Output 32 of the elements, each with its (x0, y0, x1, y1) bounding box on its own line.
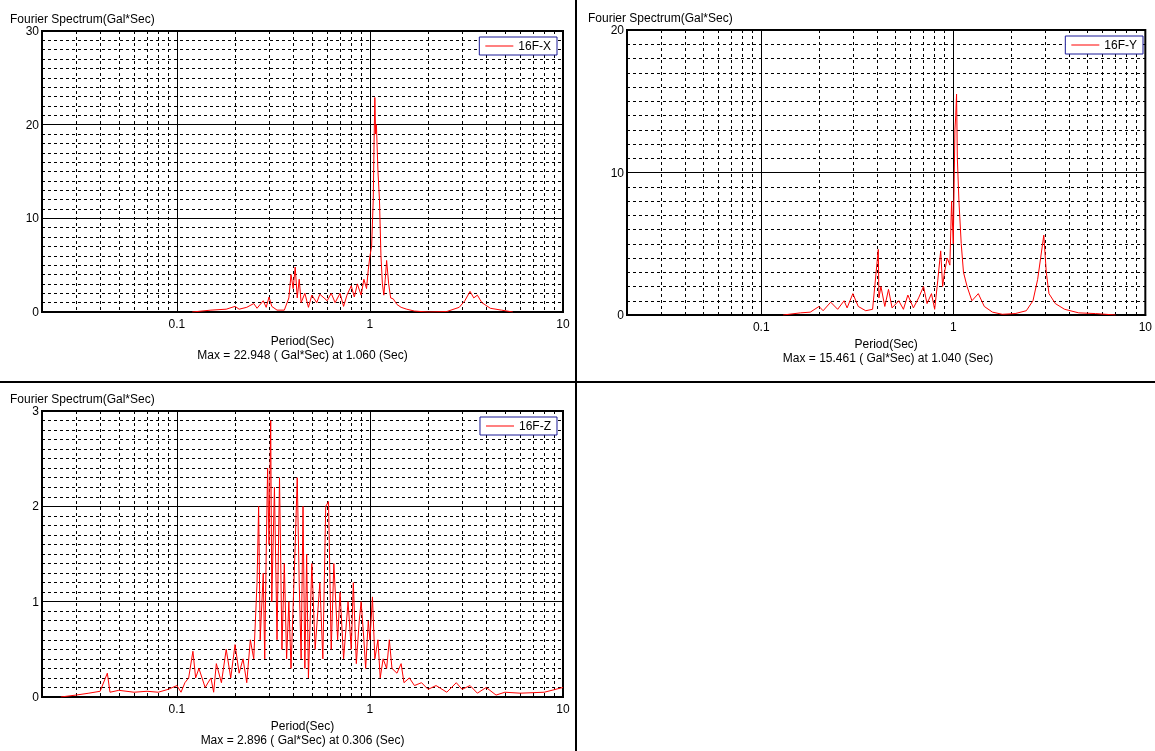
x-axis-title: Period(Sec) (854, 336, 918, 351)
y-tick-label: 10 (25, 211, 40, 226)
y-axis-title: Fourier Spectrum(Gal*Sec) (10, 392, 155, 406)
text: Max = 15.461 ( Gal*Sec) at 1.040 (Sec) (782, 351, 994, 365)
legend-label: 16F-Y (1104, 38, 1138, 52)
x-axis-title: Period(Sec) (270, 333, 335, 348)
y-tick-label: 1 (32, 594, 40, 609)
legend-label: 16F-X (518, 39, 552, 53)
y-tick-label: 0 (617, 308, 625, 322)
x-tick-label: 0.1 (752, 320, 770, 334)
x-tick-label: 10 (556, 702, 570, 716)
x-axis-title: Period(Sec) (270, 718, 335, 733)
x-tick-label: 1 (366, 317, 374, 331)
y-axis-title: Fourier Spectrum(Gal*Sec) (588, 11, 733, 25)
x-tick-label: 0.1 (168, 317, 186, 331)
y-tick-label: 30 (25, 24, 40, 38)
y-tick-label: 3 (32, 404, 40, 418)
y-tick-label: 0 (32, 305, 40, 319)
y-tick-label: 10 (610, 165, 625, 180)
y-tick-label: 20 (25, 117, 40, 132)
y-tick-label: 20 (610, 23, 625, 37)
x-tick-label: 1 (949, 320, 957, 334)
text: Max = 2.896 ( Gal*Sec) at 0.306 (Sec) (200, 733, 405, 747)
y-tick-label: 2 (32, 499, 40, 514)
y-tick-label: 0 (32, 690, 40, 704)
legend-label: 16F-Z (519, 419, 552, 433)
x-tick-label: 1 (366, 702, 374, 716)
x-tick-label: 10 (1138, 320, 1153, 334)
x-tick-label: 10 (556, 317, 570, 331)
x-tick-label: 0.1 (168, 702, 186, 716)
text: Max = 22.948 ( Gal*Sec) at 1.060 (Sec) (197, 348, 408, 362)
y-axis-title: Fourier Spectrum(Gal*Sec) (10, 12, 155, 26)
